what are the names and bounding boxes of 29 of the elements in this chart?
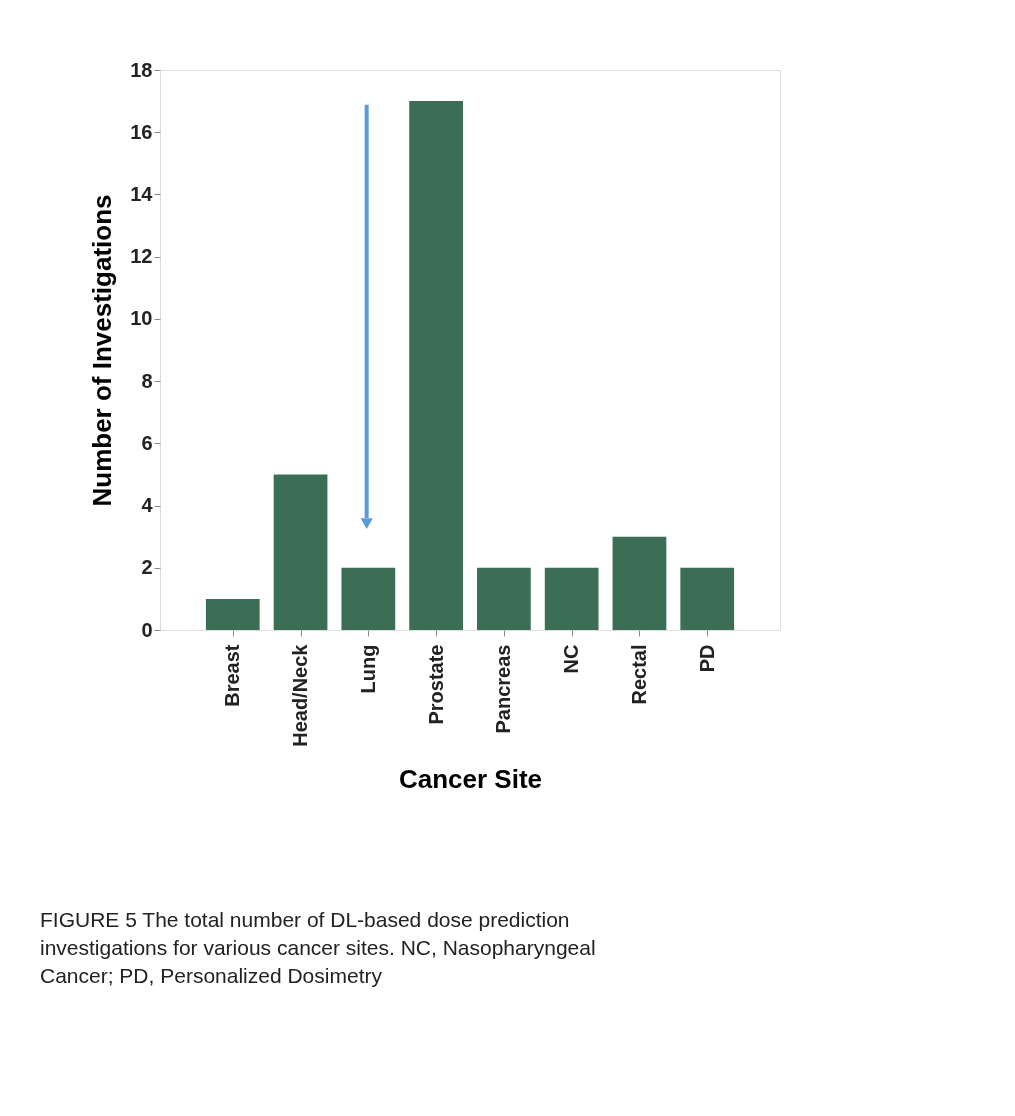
y-tick-label: 8 — [141, 369, 153, 392]
x-axis-title: Cancer Site — [398, 763, 543, 794]
y-tick-label: 2 — [141, 556, 153, 579]
x-tick-label: Pancreas — [492, 644, 515, 734]
y-tick-label: 16 — [130, 120, 153, 143]
x-tick-label: Lung — [356, 644, 379, 694]
y-tick-label: 4 — [141, 494, 154, 517]
x-tick-label: Rectal — [627, 644, 650, 705]
x-tick-label: Head/Neck — [289, 643, 312, 747]
bar — [273, 474, 328, 630]
y-axis-title: Number of Investigations — [87, 194, 118, 507]
bar — [477, 567, 531, 630]
bar — [680, 567, 735, 630]
y-tick-label: 6 — [141, 431, 153, 454]
x-tick-label: NC — [560, 644, 583, 674]
bar — [544, 567, 599, 630]
bar — [341, 567, 396, 630]
bar — [612, 536, 667, 630]
y-tick-label: 0 — [141, 618, 153, 641]
x-tick-label: Prostate — [424, 644, 447, 725]
y-tick-label: 14 — [130, 182, 154, 205]
bar — [205, 598, 260, 630]
x-tick-label: Breast — [221, 644, 244, 707]
bar — [409, 101, 463, 630]
caption: FIGURE 5 The total number of DL-based dose prediction investigations for various cancer sites. NC, Nasopharyngeal Cancer; PD, Personalized Dosimetry — [40, 908, 596, 987]
y-tick-label: 12 — [130, 245, 153, 268]
y-tick-label: 10 — [130, 307, 153, 330]
x-tick-label: PD — [695, 644, 718, 673]
y-tick-label: 18 — [130, 58, 153, 81]
